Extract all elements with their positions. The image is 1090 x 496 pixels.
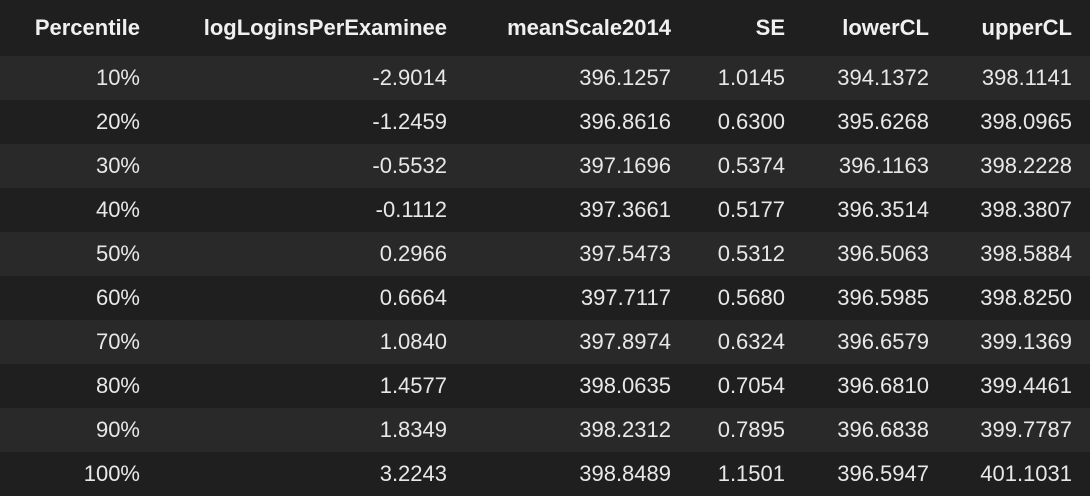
cell-se: 0.7054 (717, 373, 785, 398)
cell-percentile: 30% (95, 153, 140, 178)
cell-se: 1.0145 (717, 65, 785, 90)
cell-lower-cl: 396.1163 (838, 153, 929, 178)
cell-upper-cl: 401.1031 (980, 461, 1072, 486)
cell-mean-scale: 397.3661 (579, 197, 671, 222)
cell-lower-cl: 394.1372 (837, 65, 929, 90)
cell-log-logins: 3.2243 (379, 461, 447, 486)
cell-lower-cl: 396.5947 (837, 461, 929, 486)
table-row[interactable]: 90% 1.8349 398.2312 0.7895 396.6838 399.7787 (0, 408, 1090, 452)
cell-percentile: 70% (95, 329, 140, 354)
cell-log-logins: 1.8349 (379, 417, 447, 442)
cell-mean-scale: 396.8616 (579, 109, 671, 134)
cell-log-logins: -0.5532 (372, 153, 447, 178)
cell-lower-cl: 396.6810 (837, 373, 929, 398)
cell-percentile: 100% (83, 461, 140, 486)
table-header: Percentile logLoginsPerExaminee meanScal… (0, 0, 1090, 56)
cell-percentile: 60% (95, 285, 140, 310)
column-header-percentile[interactable]: Percentile (34, 15, 140, 40)
cell-log-logins: -2.9014 (372, 65, 447, 90)
cell-log-logins: 0.2966 (379, 241, 447, 266)
cell-mean-scale: 397.7117 (580, 285, 671, 310)
cell-upper-cl: 398.5884 (980, 241, 1072, 266)
cell-mean-scale: 398.2312 (579, 417, 671, 442)
cell-upper-cl: 398.8250 (980, 285, 1072, 310)
cell-se: 1.1501 (717, 461, 785, 486)
column-header-se[interactable]: SE (755, 15, 785, 40)
table-row[interactable]: 50% 0.2966 397.5473 0.5312 396.5063 398.5884 (0, 232, 1090, 276)
cell-mean-scale: 398.8489 (579, 461, 671, 486)
cell-se: 0.7895 (717, 417, 785, 442)
cell-lower-cl: 396.5985 (837, 285, 929, 310)
cell-lower-cl: 396.6838 (837, 417, 929, 442)
cell-percentile: 50% (95, 241, 140, 266)
table-row[interactable]: 30% -0.5532 397.1696 0.5374 396.1163 398.2228 (0, 144, 1090, 188)
cell-lower-cl: 396.5063 (837, 241, 929, 266)
table-row[interactable]: 40% -0.1112 397.3661 0.5177 396.3514 398.3807 (0, 188, 1090, 232)
cell-percentile: 10% (95, 65, 140, 90)
cell-upper-cl: 399.7787 (980, 417, 1072, 442)
cell-upper-cl: 398.1141 (981, 65, 1072, 90)
table-row[interactable]: 100% 3.2243 398.8489 1.1501 396.5947 401.1031 (0, 452, 1090, 496)
cell-log-logins: 1.0840 (379, 329, 447, 354)
table-row[interactable]: 10% -2.9014 396.1257 1.0145 394.1372 398.1141 (0, 56, 1090, 100)
cell-se: 0.5312 (717, 241, 785, 266)
cell-percentile: 20% (95, 109, 140, 134)
cell-se: 0.6300 (717, 109, 785, 134)
cell-lower-cl: 396.3514 (837, 197, 929, 222)
cell-log-logins: 1.4577 (379, 373, 447, 398)
column-header-upper-cl[interactable]: upperCL (981, 15, 1072, 40)
table-row[interactable]: 60% 0.6664 397.7117 0.5680 396.5985 398.8250 (0, 276, 1090, 320)
cell-percentile: 80% (95, 373, 140, 398)
cell-mean-scale: 397.5473 (579, 241, 671, 266)
cell-upper-cl: 399.1369 (980, 329, 1072, 354)
column-header-lower-cl[interactable]: lowerCL (842, 15, 929, 40)
cell-upper-cl: 399.4461 (980, 373, 1072, 398)
cell-lower-cl: 395.6268 (837, 109, 929, 134)
cell-se: 0.5680 (717, 285, 785, 310)
cell-upper-cl: 398.3807 (980, 197, 1072, 222)
cell-log-logins: 0.6664 (379, 285, 447, 310)
header-row: Percentile logLoginsPerExaminee meanScal… (0, 0, 1090, 56)
cell-upper-cl: 398.2228 (980, 153, 1072, 178)
table-row[interactable]: 70% 1.0840 397.8974 0.6324 396.6579 399.1369 (0, 320, 1090, 364)
table-body: 10% -2.9014 396.1257 1.0145 394.1372 398.1141… (0, 56, 1090, 496)
cell-se: 0.6324 (717, 329, 785, 354)
cell-mean-scale: 397.8974 (579, 329, 671, 354)
cell-log-logins: -0.1112 (375, 197, 447, 222)
cell-mean-scale: 397.1696 (579, 153, 671, 178)
cell-se: 0.5177 (717, 197, 785, 222)
cell-percentile: 90% (95, 417, 140, 442)
table-row[interactable]: 80% 1.4577 398.0635 0.7054 396.6810 399.4461 (0, 364, 1090, 408)
cell-se: 0.5374 (717, 153, 785, 178)
cell-mean-scale: 396.1257 (579, 65, 671, 90)
cell-upper-cl: 398.0965 (980, 109, 1072, 134)
cell-log-logins: -1.2459 (372, 109, 447, 134)
column-header-mean-scale[interactable]: meanScale2014 (507, 15, 671, 40)
cell-mean-scale: 398.0635 (579, 373, 671, 398)
cell-lower-cl: 396.6579 (837, 329, 929, 354)
cell-percentile: 40% (95, 197, 140, 222)
column-header-log-logins[interactable]: logLoginsPerExaminee (203, 15, 447, 40)
table-row[interactable]: 20% -1.2459 396.8616 0.6300 395.6268 398.0965 (0, 100, 1090, 144)
